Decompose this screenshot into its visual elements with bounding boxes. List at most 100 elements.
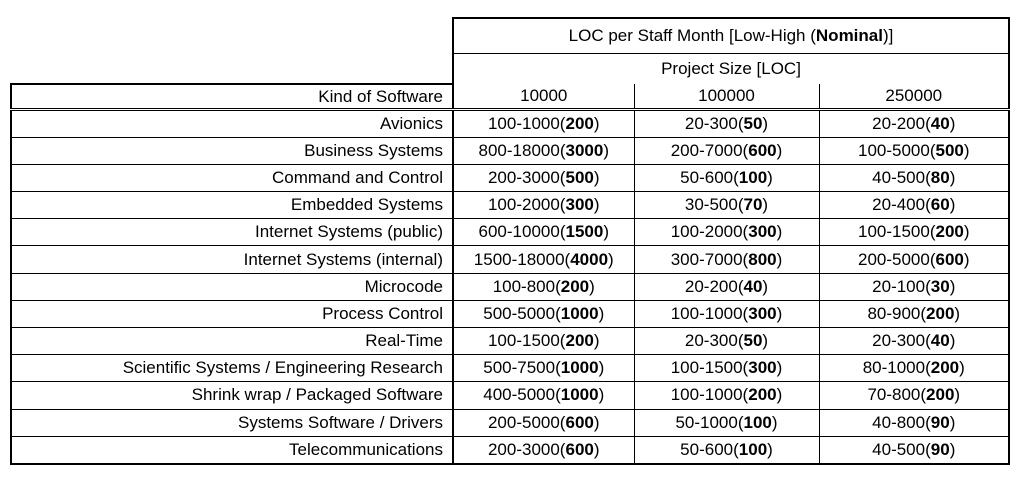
nominal-value: 800 xyxy=(748,249,777,269)
low-high-text: 200-3000( xyxy=(487,168,566,188)
nominal-value: 500 xyxy=(935,140,964,160)
low-high-text: 800-18000( xyxy=(478,140,566,160)
project-size-header: Project Size [LOC] xyxy=(451,53,1011,85)
title-text-end: )] xyxy=(882,26,894,46)
close-paren: ) xyxy=(949,439,956,459)
low-high-text: 100-1000( xyxy=(670,303,749,323)
nominal-value: 90 xyxy=(930,439,950,459)
close-paren: ) xyxy=(949,412,956,432)
value-cell-250000: 20-400(60) xyxy=(818,191,1011,220)
table-row: Systems Software / Drivers 200-5000(600)… xyxy=(10,409,1011,437)
nominal-value: 300 xyxy=(748,358,777,378)
nominal-value: 100 xyxy=(738,439,768,459)
nominal-value: 600 xyxy=(935,249,964,269)
value-cell-250000: 100-1500(200) xyxy=(818,218,1011,247)
low-high-text: 100-2000( xyxy=(487,195,566,215)
table-row: Real-Time 100-1500(200) 20-300(50) 20-30… xyxy=(10,327,1011,356)
table-row: Scientific Systems / Engineering Researc… xyxy=(10,354,1011,383)
close-paren: ) xyxy=(959,358,965,378)
table-row: Microcode 100-800(200) 20-200(40) 20-100… xyxy=(10,273,1011,301)
close-paren: ) xyxy=(767,439,773,459)
value-cell-10000: 100-1000(200) xyxy=(452,109,634,138)
low-high-text: 600-10000( xyxy=(478,222,566,242)
kind-of-software-cell: Internet Systems (internal) xyxy=(10,245,453,274)
low-high-text: 20-300( xyxy=(684,331,744,351)
close-paren: ) xyxy=(589,276,595,296)
low-high-text: 40-800( xyxy=(872,412,931,432)
table-title: LOC per Staff Month [Low-High (Nominal)] xyxy=(451,17,1011,55)
nominal-value: 200 xyxy=(565,113,594,133)
size-header-100000: 100000 xyxy=(633,84,819,111)
low-high-text: 80-900( xyxy=(867,303,927,323)
title-nominal-bold: Nominal xyxy=(815,26,883,46)
low-high-text: 20-300( xyxy=(872,331,931,351)
low-high-text: 300-7000( xyxy=(670,249,749,269)
value-cell-250000: 80-1000(200) xyxy=(818,354,1011,383)
value-cell-10000: 1500-18000(4000) xyxy=(452,245,634,274)
nominal-value: 300 xyxy=(748,303,777,323)
close-paren: ) xyxy=(762,113,769,133)
nominal-value: 200 xyxy=(560,276,590,296)
close-paren: ) xyxy=(771,412,778,432)
nominal-value: 40 xyxy=(743,276,763,296)
low-high-text: 50-600( xyxy=(680,168,739,188)
value-cell-10000: 500-7500(1000) xyxy=(452,354,634,383)
close-paren: ) xyxy=(593,439,600,459)
low-high-text: 100-1000( xyxy=(487,113,566,133)
value-cell-100000: 20-200(40) xyxy=(633,273,819,301)
value-cell-10000: 200-3000(600) xyxy=(452,436,634,465)
low-high-text: 70-800( xyxy=(867,385,927,405)
nominal-value: 200 xyxy=(935,222,964,242)
close-paren: ) xyxy=(776,249,783,269)
column-header-row: Kind of Software 10000 100000 250000 xyxy=(10,83,1011,111)
nominal-value: 1000 xyxy=(560,303,599,323)
close-paren: ) xyxy=(593,412,600,432)
value-cell-100000: 100-1500(300) xyxy=(633,354,819,383)
blank-corner-cell xyxy=(11,53,453,85)
low-high-text: 100-1500( xyxy=(857,222,936,242)
nominal-value: 50 xyxy=(743,113,763,133)
nominal-value: 200 xyxy=(926,385,955,405)
close-paren: ) xyxy=(762,276,769,296)
close-paren: ) xyxy=(776,140,783,160)
nominal-value: 80 xyxy=(930,168,950,188)
kind-of-software-cell: Internet Systems (public) xyxy=(10,218,453,247)
value-cell-100000: 200-7000(600) xyxy=(633,137,819,165)
value-cell-250000: 80-900(200) xyxy=(818,300,1011,328)
nominal-value: 300 xyxy=(748,222,777,242)
table-row: Shrink wrap / Packaged Software 400-5000… xyxy=(10,381,1011,410)
nominal-value: 3000 xyxy=(565,140,604,160)
kind-of-software-cell: Scientific Systems / Engineering Researc… xyxy=(10,354,453,383)
kind-of-software-header: Kind of Software xyxy=(10,83,453,111)
close-paren: ) xyxy=(963,222,970,242)
value-cell-250000: 100-5000(500) xyxy=(818,137,1011,165)
close-paren: ) xyxy=(603,140,609,160)
value-cell-100000: 50-600(100) xyxy=(633,164,819,193)
close-paren: ) xyxy=(776,303,783,323)
kind-of-software-cell: Process Control xyxy=(10,300,453,328)
nominal-value: 90 xyxy=(930,412,950,432)
nominal-value: 1500 xyxy=(565,222,604,242)
value-cell-10000: 400-5000(1000) xyxy=(452,381,634,410)
value-cell-250000: 20-100(30) xyxy=(818,273,1011,301)
nominal-value: 1000 xyxy=(560,358,599,378)
value-cell-100000: 30-500(70) xyxy=(633,191,819,220)
kind-of-software-cell: Real-Time xyxy=(10,327,453,356)
kind-of-software-cell: Business Systems xyxy=(10,137,453,165)
close-paren: ) xyxy=(598,358,605,378)
size-header-250000: 250000 xyxy=(818,84,1011,111)
close-paren: ) xyxy=(598,303,605,323)
close-paren: ) xyxy=(963,249,970,269)
nominal-value: 100 xyxy=(743,412,772,432)
nominal-value: 100 xyxy=(738,168,768,188)
nominal-value: 60 xyxy=(930,195,950,215)
value-cell-10000: 600-10000(1500) xyxy=(452,218,634,247)
low-high-text: 200-3000( xyxy=(487,439,566,459)
close-paren: ) xyxy=(593,331,600,351)
value-cell-250000: 200-5000(600) xyxy=(818,245,1011,274)
low-high-text: 100-5000( xyxy=(857,140,936,160)
table-row: Command and Control 200-3000(500) 50-600… xyxy=(10,164,1011,193)
value-cell-250000: 40-500(90) xyxy=(818,436,1011,465)
kind-of-software-cell: Shrink wrap / Packaged Software xyxy=(10,381,453,410)
close-paren: ) xyxy=(949,276,956,296)
